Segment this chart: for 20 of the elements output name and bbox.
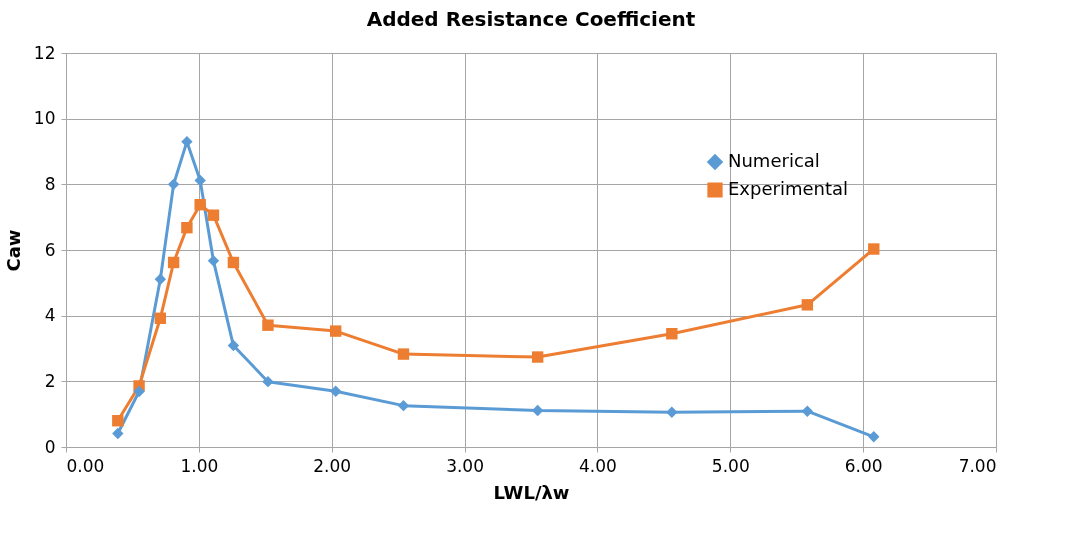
y-tick-label: 10: [33, 108, 56, 129]
x-tick-label: 3.00: [446, 455, 484, 476]
legend-label: Numerical: [728, 150, 820, 171]
x-tick-label: 0.00: [66, 455, 105, 476]
y-tick-label: 4: [44, 305, 56, 326]
chart-title: Added Resistance Coefficient: [366, 7, 696, 31]
x-tick-label: 5.00: [711, 455, 750, 476]
y-tick-label: 12: [33, 42, 56, 63]
y-tick-label: 8: [44, 173, 56, 194]
y-tick-label: 0: [44, 436, 56, 457]
x-axis-title: LWL/λw: [493, 481, 570, 503]
y-axis-title: Caw: [2, 229, 24, 272]
x-tick-label: 2.00: [313, 455, 352, 476]
x-tick-label: 7.00: [958, 455, 997, 476]
legend-label: Experimental: [728, 178, 849, 199]
y-tick-label: 6: [44, 239, 56, 260]
y-tick-label: 2: [44, 370, 56, 391]
x-tick-label: 4.00: [579, 455, 617, 476]
x-tick-label: 1.00: [180, 455, 219, 476]
x-tick-label: 6.00: [844, 455, 883, 476]
